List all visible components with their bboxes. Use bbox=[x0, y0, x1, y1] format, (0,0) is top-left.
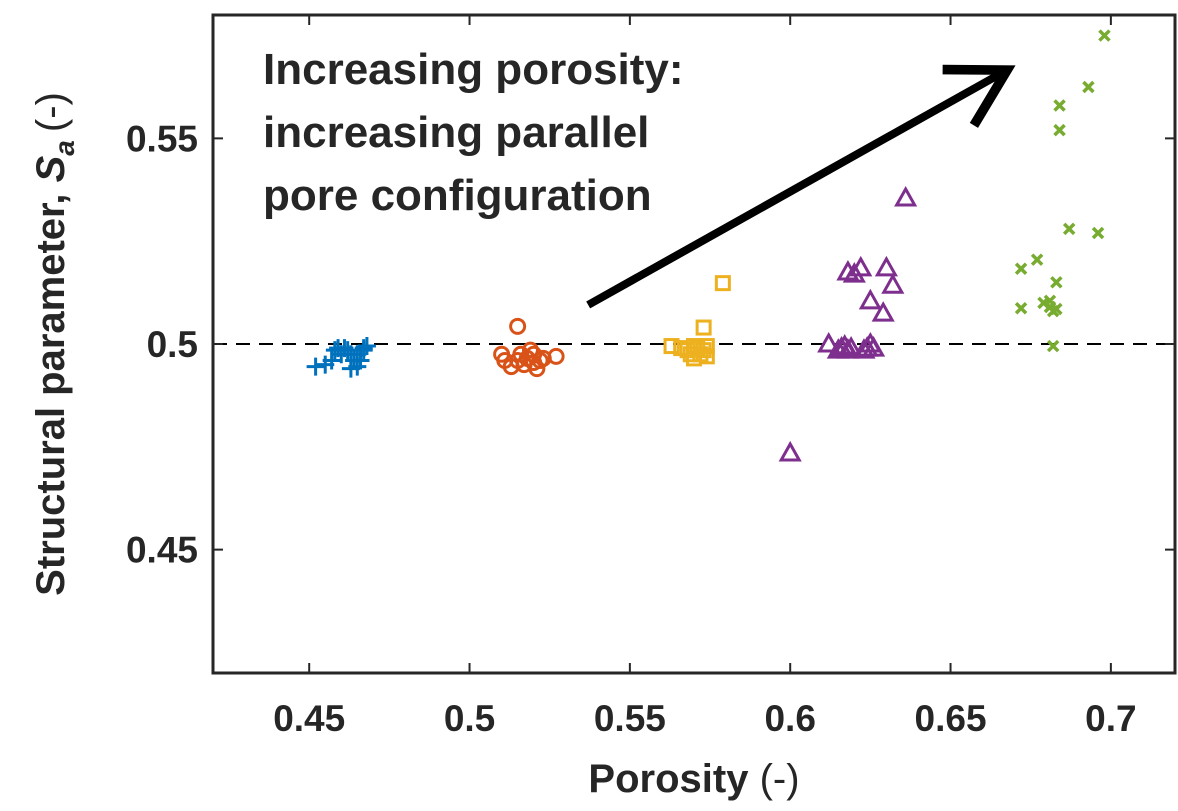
data-point bbox=[842, 262, 866, 283]
data-point bbox=[881, 273, 905, 294]
x-tick-label: 0.5 bbox=[444, 698, 495, 739]
y-tick-labels: 0.45 0.5 0.55 bbox=[126, 118, 198, 570]
x-tick-label: 0.45 bbox=[273, 698, 345, 739]
series-square bbox=[663, 275, 731, 367]
y-tick-label: 0.45 bbox=[126, 530, 198, 571]
data-point bbox=[871, 301, 895, 322]
y-axis-unit: (-) bbox=[29, 92, 73, 132]
x-tick-labels: 0.45 0.5 0.55 0.6 0.65 0.7 bbox=[273, 698, 1136, 739]
data-point bbox=[862, 336, 886, 357]
y-tick-label: 0.5 bbox=[147, 324, 198, 365]
data-point bbox=[1062, 222, 1076, 236]
x-axis-unit: (-) bbox=[760, 757, 800, 801]
x-tick-marks bbox=[308, 15, 1112, 673]
data-point bbox=[322, 351, 341, 370]
data-point bbox=[874, 255, 898, 277]
data-point bbox=[839, 336, 863, 357]
data-point bbox=[1050, 302, 1063, 316]
data-point bbox=[778, 440, 802, 462]
data-point bbox=[698, 348, 715, 365]
data-point bbox=[1050, 276, 1063, 289]
y-axis-label-text: Structural parameter, bbox=[29, 182, 73, 596]
data-point bbox=[817, 331, 841, 353]
data-point bbox=[338, 341, 357, 360]
x-axis-label-text: Porosity bbox=[588, 757, 749, 801]
data-point bbox=[1082, 80, 1095, 94]
data-point bbox=[695, 319, 712, 336]
plot-frame bbox=[211, 13, 1177, 675]
data-point bbox=[894, 185, 918, 207]
annotation: Increasing porosity: increasing parallel… bbox=[263, 45, 1016, 309]
series-triangle bbox=[778, 185, 918, 462]
data-points bbox=[306, 29, 1111, 462]
series-x bbox=[1014, 29, 1111, 353]
data-point bbox=[1053, 99, 1066, 112]
data-point bbox=[1046, 339, 1060, 353]
y-axis-symbol: S bbox=[29, 155, 73, 182]
annotation-line-2: increasing parallel bbox=[263, 108, 649, 157]
data-point bbox=[351, 351, 370, 370]
data-point bbox=[849, 255, 873, 277]
x-axis-label: Porosity (-) bbox=[588, 757, 799, 801]
data-point bbox=[306, 357, 325, 376]
x-tick-label: 0.65 bbox=[915, 698, 987, 739]
x-tick-label: 0.55 bbox=[594, 698, 666, 739]
annotation-arrow bbox=[586, 64, 1016, 309]
x-tick-label: 0.7 bbox=[1085, 698, 1136, 739]
data-point bbox=[858, 288, 882, 310]
y-tick-marks bbox=[213, 137, 1175, 551]
data-point bbox=[509, 317, 527, 335]
data-point bbox=[1014, 262, 1028, 275]
data-point bbox=[1091, 226, 1105, 240]
data-point bbox=[663, 338, 680, 355]
data-point bbox=[836, 338, 860, 359]
data-point bbox=[1053, 123, 1066, 137]
data-point bbox=[698, 338, 715, 355]
x-tick-label: 0.6 bbox=[764, 698, 815, 739]
data-point bbox=[1098, 29, 1111, 42]
series-circle bbox=[493, 317, 565, 378]
data-point bbox=[1030, 253, 1044, 266]
data-point bbox=[547, 347, 565, 365]
data-point bbox=[357, 337, 376, 356]
annotation-line-1: Increasing porosity: bbox=[263, 45, 684, 94]
data-point bbox=[354, 341, 373, 360]
series-plus bbox=[306, 337, 376, 378]
data-point bbox=[1014, 301, 1028, 315]
y-axis-label: Structural parameter, Sa (-) bbox=[29, 92, 80, 596]
y-axis-subscript: a bbox=[49, 140, 80, 156]
data-point bbox=[714, 275, 731, 292]
annotation-line-3: pore configuration bbox=[263, 171, 652, 220]
y-tick-label: 0.55 bbox=[126, 118, 198, 159]
